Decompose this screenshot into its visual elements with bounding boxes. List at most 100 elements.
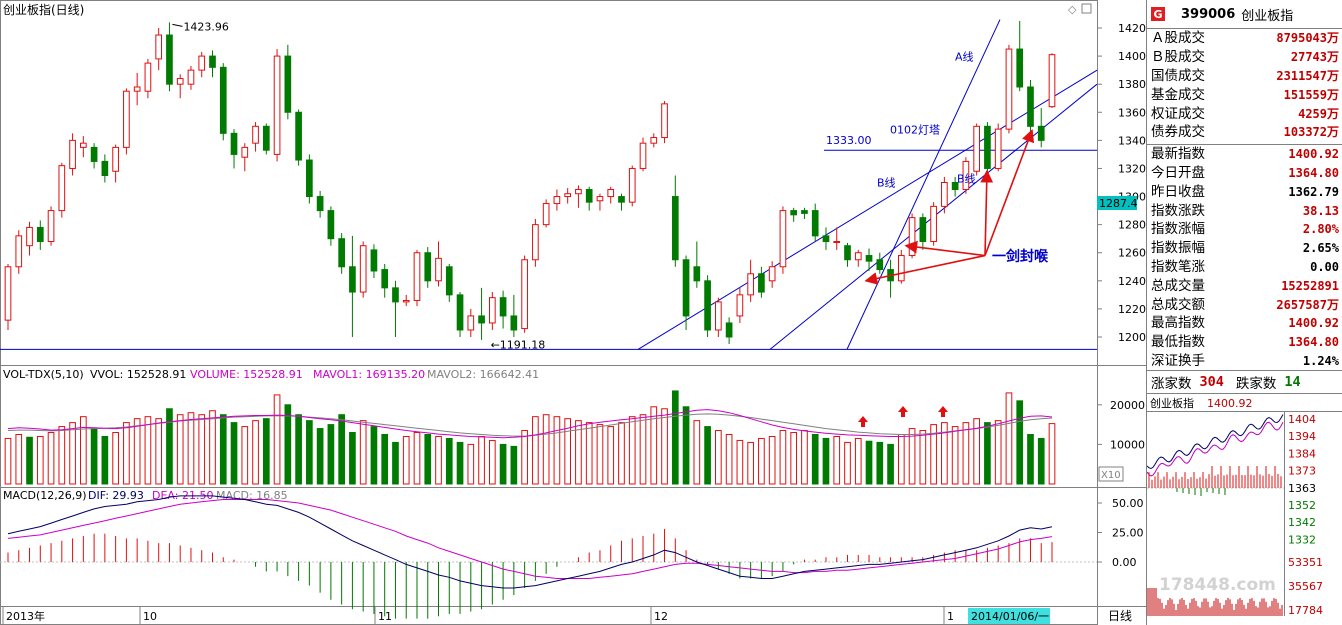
sidebar-header: G 399006 创业板指: [1147, 0, 1342, 29]
price-tick-label: 1340: [1118, 134, 1146, 147]
mini-vol-tick-label: 35567: [1288, 580, 1323, 593]
candle-body: [241, 146, 249, 158]
candle-body: [962, 160, 970, 191]
volume-bar: [532, 416, 539, 485]
cursor-date: 2014/01/06/一: [971, 610, 1049, 623]
volume-bar: [15, 434, 23, 485]
turnover-row-label: 债券成交: [1151, 124, 1205, 141]
candle-body: [166, 34, 173, 85]
volume-bar: [725, 434, 733, 485]
lighthouse-label: 0102灯塔: [890, 123, 940, 136]
square-icon[interactable]: [1081, 3, 1092, 14]
volume-bar: [790, 432, 798, 485]
candle-body: [252, 125, 259, 144]
candle-body: [801, 210, 808, 214]
candle-body: [919, 217, 927, 242]
candle-body: [596, 196, 604, 202]
volume-bar: [349, 432, 356, 485]
volume-bar: [607, 426, 615, 485]
line-b-label: B线: [877, 176, 896, 190]
candle-body: [532, 224, 539, 261]
volume-bar: [402, 435, 410, 485]
trendline-b-upper: [637, 69, 1098, 350]
candle-body: [478, 315, 485, 324]
price-tick-label: 1240: [1118, 275, 1146, 288]
macd-tick-label: 0.00: [1112, 556, 1137, 569]
candle-body: [510, 315, 518, 331]
volume-bar: [338, 414, 345, 485]
candle-body: [521, 259, 528, 330]
index-row: 总成交额 2657587万: [1147, 295, 1342, 314]
volume-bar: [488, 439, 496, 485]
turnover-row: 权证成交 4259万: [1147, 104, 1342, 123]
candle-body: [650, 137, 658, 144]
index-row-value: 2.80%: [1302, 222, 1339, 237]
turnover-rows: Ａ股成交 8795043万 Ｂ股成交 27743万 国债成交 2311547万 基金成交 15…: [1147, 29, 1342, 142]
dif-value: DIF: 29.93: [88, 489, 144, 502]
volume-unit: X10: [1101, 470, 1121, 481]
cursor-date-box: [968, 608, 1050, 624]
price-tick-label: 1260: [1118, 247, 1146, 260]
period-label[interactable]: 日线: [1108, 609, 1132, 623]
candle-body: [101, 160, 109, 176]
volume-bar: [715, 430, 722, 485]
volume-bar: [69, 422, 76, 485]
time-label: 11: [378, 610, 392, 623]
down-count-label: 跌家数: [1235, 376, 1277, 393]
volume-bar: [768, 435, 776, 485]
volume-axis: 20000 10000: [1097, 399, 1145, 451]
candle-body: [123, 90, 130, 148]
turnover-row: 债券成交 103372万: [1147, 123, 1342, 142]
index-row-label: 最新指数: [1151, 146, 1205, 163]
mini-title: 创业板指: [1150, 396, 1194, 410]
volume-bar: [101, 435, 109, 485]
candle-body: [273, 55, 281, 155]
candle-body: [176, 78, 184, 85]
vvol-value: VVOL: 152528.91: [90, 368, 186, 381]
candle-body: [370, 249, 378, 272]
volume-bar: [575, 420, 582, 485]
index-row-label: 指数涨幅: [1151, 221, 1205, 238]
volume-bar: [155, 418, 163, 485]
candle-body: [951, 182, 959, 191]
volume-bar: [596, 424, 604, 485]
volume-bar: [26, 436, 33, 485]
volume-bar: [973, 418, 980, 485]
candle-body: [725, 322, 733, 338]
volume-bar: [941, 422, 948, 485]
volume-bar: [273, 394, 281, 485]
volume-bar: [865, 440, 873, 485]
volume-bar: [359, 420, 367, 485]
watermark: 178448.com: [1159, 575, 1276, 595]
price-tick-label: 1220: [1118, 303, 1146, 316]
diamond-icon[interactable]: ◇: [1068, 3, 1077, 16]
turnover-row-label: 权证成交: [1151, 105, 1205, 122]
volume-bar: [661, 408, 668, 485]
candle-body: [908, 217, 916, 257]
turnover-row-label: 国债成交: [1151, 67, 1205, 84]
time-axis: 2013年 10 11 12 1: [2, 607, 954, 625]
volume-bar: [1037, 437, 1045, 485]
index-code: 399006: [1181, 6, 1236, 22]
candle-body: [897, 255, 905, 282]
volume-bar: [4, 437, 12, 485]
volume-legend: VOL-TDX(5,10) VVOL: 152528.91 VOLUME: 15…: [3, 368, 539, 381]
time-label: 1: [947, 610, 954, 623]
turnover-row-label: 基金成交: [1151, 86, 1205, 103]
red-arrow: [984, 129, 1035, 256]
candle-body: [865, 255, 873, 262]
candle-body: [133, 86, 141, 92]
candle-body: [671, 196, 679, 261]
candle-body: [1037, 125, 1045, 141]
volume-bar: [47, 432, 55, 485]
volume-bar: [90, 428, 98, 485]
candle-body: [338, 238, 345, 268]
candle-body: [36, 226, 44, 242]
macd-tick-label: 25.00: [1112, 527, 1144, 540]
volume-bar: [166, 408, 173, 485]
volume-bar: [693, 420, 701, 485]
candle-body: [327, 210, 335, 240]
volume-bar: [284, 404, 292, 485]
volume-bar: [144, 416, 152, 485]
